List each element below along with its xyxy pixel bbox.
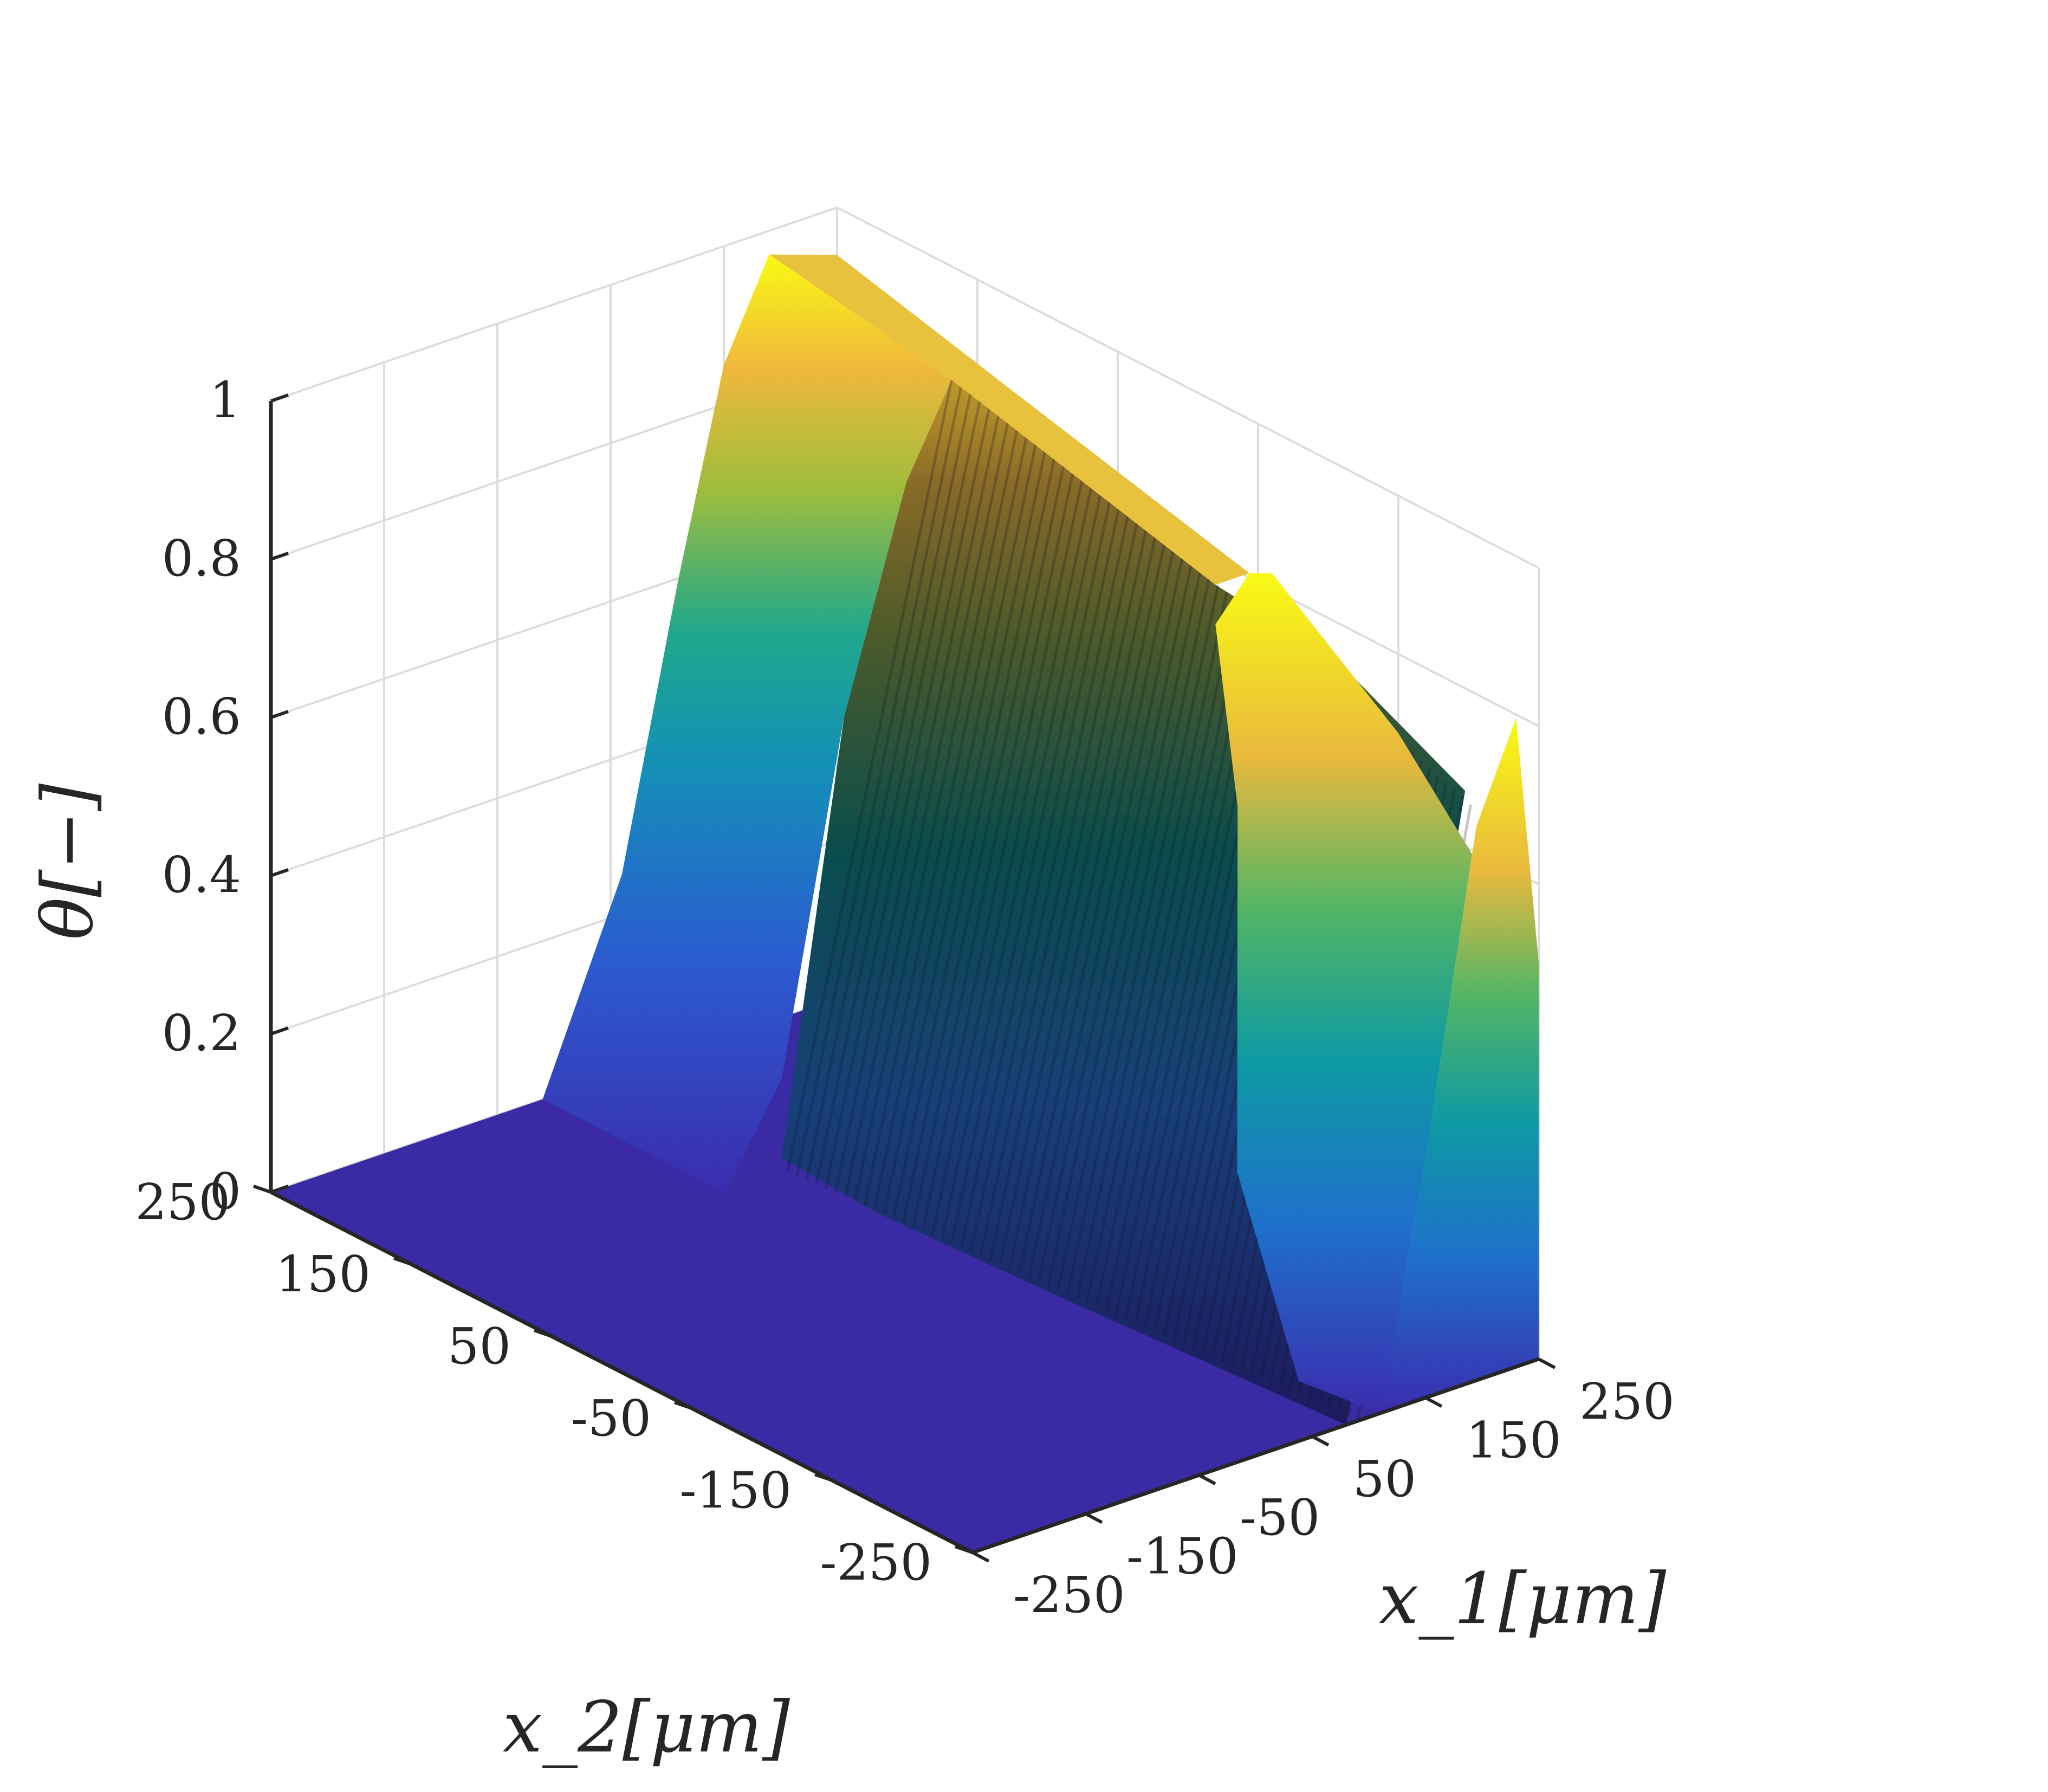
z-axis-label: θ[−] bbox=[27, 783, 109, 940]
z-tick bbox=[270, 552, 289, 561]
z-tick-label: 0 bbox=[209, 1162, 241, 1220]
surface-stripe bbox=[853, 428, 1019, 1202]
x1-tick bbox=[1085, 1512, 1103, 1524]
z-tick-label: 0.2 bbox=[162, 1004, 241, 1062]
z-tick-label: 0.4 bbox=[162, 846, 241, 904]
surface-stripe bbox=[989, 527, 1148, 1261]
grid-line bbox=[837, 206, 1539, 569]
surface-left-face bbox=[542, 254, 952, 1193]
surface-stripe bbox=[892, 456, 1056, 1219]
x2-tick bbox=[534, 1329, 552, 1338]
surface-stripe bbox=[979, 520, 1139, 1257]
surface-stripe bbox=[795, 386, 963, 1176]
grid-line bbox=[270, 206, 838, 402]
x2-tick-label: 50 bbox=[448, 1317, 511, 1375]
x2-tick-label: -150 bbox=[679, 1461, 792, 1519]
x1-axis-line bbox=[971, 1357, 1540, 1555]
axis-labels: x_1[μm] x_2[μm] θ[−] bbox=[27, 783, 1667, 1768]
surface-stripe bbox=[960, 506, 1121, 1248]
surface-stripe bbox=[815, 400, 981, 1185]
surface-stripe bbox=[999, 534, 1157, 1265]
x1-tick-label: -150 bbox=[1126, 1528, 1239, 1586]
surface-right-face bbox=[1215, 573, 1539, 1413]
x1-tick bbox=[1424, 1396, 1443, 1408]
surface-crest bbox=[769, 254, 1250, 585]
x1-tick-label: 250 bbox=[1579, 1373, 1675, 1431]
surface-stripe bbox=[950, 499, 1112, 1244]
z-tick bbox=[270, 868, 289, 877]
surface-stripe bbox=[931, 484, 1093, 1235]
surface-stripe bbox=[863, 435, 1028, 1206]
surface-right-outer bbox=[1380, 718, 1539, 1413]
x2-tick bbox=[674, 1401, 692, 1410]
z-tick bbox=[270, 393, 289, 403]
z-tick bbox=[270, 710, 289, 719]
surface-stripe bbox=[825, 407, 991, 1189]
z-tick-label: 0.8 bbox=[162, 529, 241, 587]
surface bbox=[271, 254, 1539, 1552]
z-tick-label: 0.6 bbox=[162, 688, 241, 746]
x1-tick-label: 50 bbox=[1353, 1450, 1416, 1508]
x1-tick bbox=[1198, 1473, 1216, 1485]
surface-stripe bbox=[911, 470, 1075, 1227]
surface-stripe bbox=[805, 393, 972, 1181]
x2-tick bbox=[393, 1257, 412, 1266]
x1-tick bbox=[1311, 1435, 1330, 1447]
surface-stripe bbox=[1027, 555, 1184, 1278]
surface-stripe bbox=[1095, 606, 1246, 1308]
z-tick bbox=[270, 1026, 289, 1036]
surface-stripe bbox=[834, 414, 1000, 1193]
z-tick bbox=[270, 1185, 289, 1194]
surface-stripe bbox=[786, 379, 953, 1172]
x1-tick bbox=[1538, 1357, 1556, 1369]
x2-tick-label: -250 bbox=[820, 1534, 932, 1592]
surface-stripe bbox=[844, 421, 1009, 1198]
surface-stripe bbox=[1066, 584, 1220, 1295]
x-axis-label: x_1[μm] bbox=[1379, 1557, 1667, 1640]
surface-stripe bbox=[1037, 562, 1193, 1282]
surface-stripe bbox=[921, 477, 1084, 1231]
x2-tick bbox=[955, 1545, 973, 1554]
axes: 00.20.40.60.8125015050-50-150-250-250-15… bbox=[135, 371, 1674, 1624]
x1-tick-label: -50 bbox=[1240, 1489, 1320, 1547]
surface-stripe bbox=[902, 463, 1066, 1223]
surface-stripe bbox=[1047, 570, 1202, 1286]
surface-stripe bbox=[1057, 577, 1211, 1291]
surface-stripe bbox=[1085, 599, 1237, 1303]
z-tick-label: 1 bbox=[209, 371, 241, 429]
surface-floor bbox=[271, 999, 1539, 1552]
x2-tick-label: 150 bbox=[275, 1245, 371, 1303]
surface-stripe bbox=[969, 513, 1130, 1252]
surface-stripe bbox=[1075, 591, 1228, 1299]
surface-stripe bbox=[941, 491, 1103, 1240]
surface-stripe bbox=[1008, 541, 1166, 1270]
x2-tick-label: 250 bbox=[135, 1173, 230, 1231]
x1-tick-label: 150 bbox=[1466, 1411, 1561, 1469]
y-axis-label: x_2[μm] bbox=[503, 1686, 790, 1768]
x1-tick bbox=[971, 1551, 990, 1563]
x2-tick-label: -50 bbox=[571, 1389, 651, 1447]
x2-axis-line bbox=[270, 1190, 974, 1555]
surface-stripe bbox=[1017, 548, 1175, 1273]
x1-tick-label: -250 bbox=[1013, 1566, 1125, 1624]
surface-stripe bbox=[883, 449, 1047, 1214]
surface-stripe bbox=[873, 442, 1038, 1210]
x2-tick bbox=[253, 1185, 271, 1194]
x2-tick bbox=[814, 1473, 833, 1482]
